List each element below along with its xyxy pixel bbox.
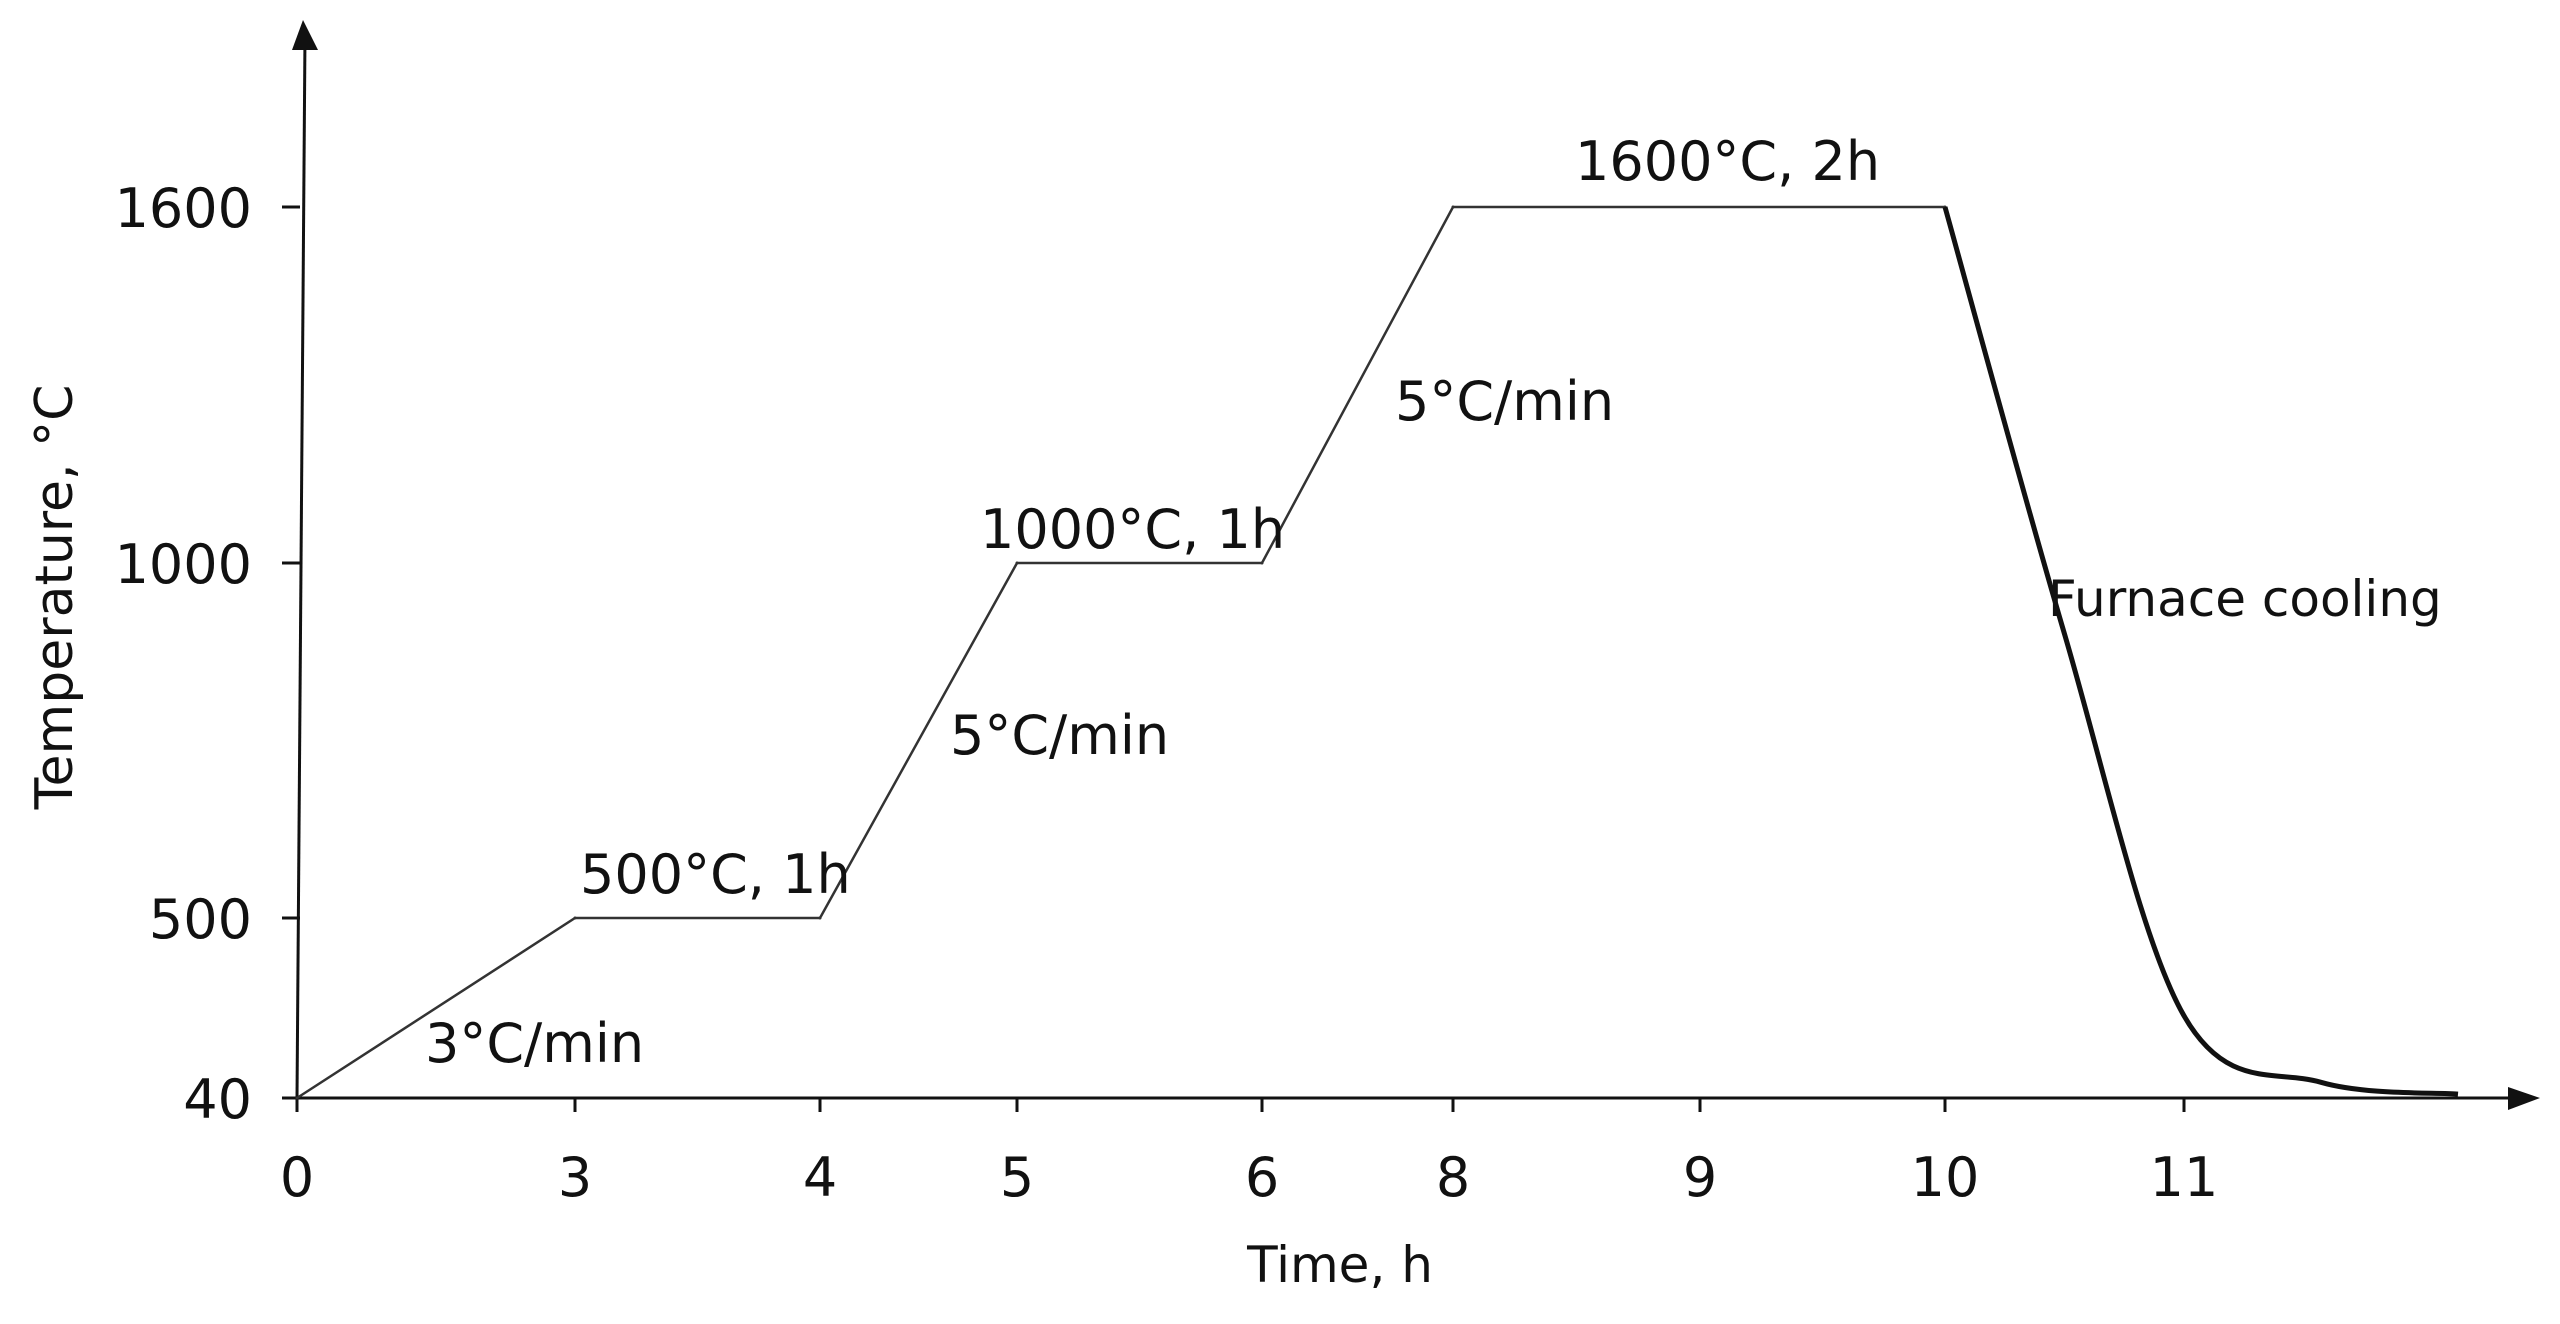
annotation-label: 1000°C, 1h xyxy=(980,498,1285,561)
annotation-label: 5°C/min xyxy=(1395,370,1614,433)
y-axis-line xyxy=(295,34,307,1099)
series xyxy=(295,205,2459,1100)
schedule-point xyxy=(1451,205,1455,209)
annotation-label: Furnace cooling xyxy=(2048,570,2442,628)
x-tick-label: 8 xyxy=(1436,1146,1470,1209)
x-tick-label: 4 xyxy=(803,1146,837,1209)
x-tick-label: 5 xyxy=(1000,1146,1034,1209)
heating-schedule-line xyxy=(296,205,1945,1100)
x-tick-label: 9 xyxy=(1683,1146,1717,1209)
x-tick-label: 0 xyxy=(280,1146,314,1209)
x-tick-label: 3 xyxy=(558,1146,592,1209)
schedule-point xyxy=(573,916,577,920)
x-axis-arrow-icon xyxy=(2508,1087,2540,1110)
annotation-label: 500°C, 1h xyxy=(580,843,851,906)
schedule-point xyxy=(818,916,822,920)
schedule-point xyxy=(1015,561,1019,565)
y-tick-label: 1000 xyxy=(115,533,252,596)
x-tick-label: 10 xyxy=(1911,1146,1980,1209)
furnace-cooling-curve xyxy=(1942,206,2459,1097)
y-tick-label: 500 xyxy=(149,888,252,951)
y-tick-label: 40 xyxy=(183,1068,252,1131)
y-axis-arrow-icon xyxy=(292,20,318,50)
annotation-label: 1600°C, 2h xyxy=(1575,130,1880,193)
x-tick-label: 11 xyxy=(2150,1146,2219,1209)
annotation-label: 5°C/min xyxy=(950,704,1169,767)
annotations: 3°C/min 500°C, 1h 5°C/min 1000°C, 1h 5°C/min… xyxy=(425,130,2442,1075)
y-tick-label: 1600 xyxy=(115,177,252,240)
axes xyxy=(292,20,2540,1110)
x-tick-label: 6 xyxy=(1245,1146,1279,1209)
x-axis-label: Time, h xyxy=(1246,1236,1433,1294)
ticks: 0 3 4 5 6 8 9 10 11 40 500 1000 1600 xyxy=(115,177,2219,1209)
annotation-label: 3°C/min xyxy=(425,1012,644,1075)
schedule-point xyxy=(1260,561,1264,565)
schedule-point xyxy=(295,1096,299,1100)
y-axis-label: Temperature, °C xyxy=(25,385,85,811)
